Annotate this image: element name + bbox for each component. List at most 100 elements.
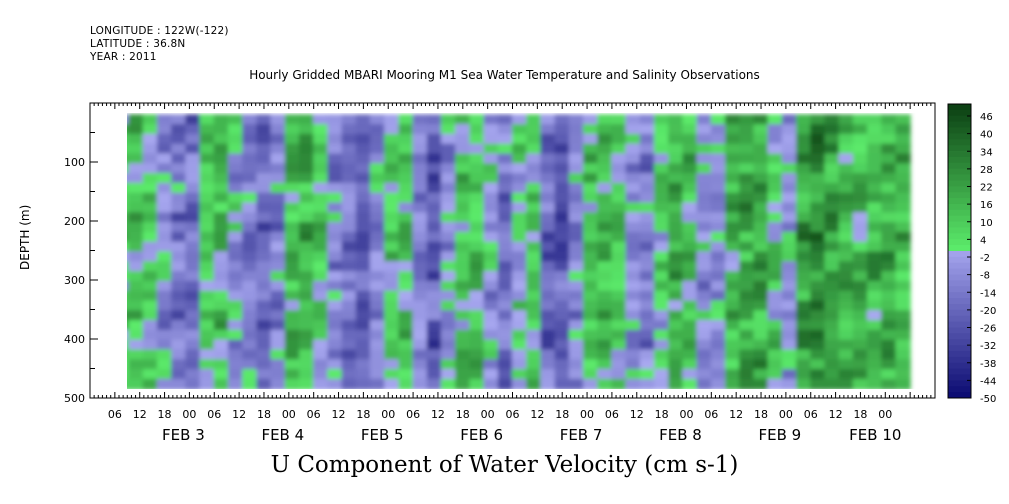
heatmap-cell bbox=[497, 153, 514, 165]
heatmap-cell bbox=[852, 290, 869, 302]
heatmap-cell bbox=[554, 143, 571, 155]
heatmap-cell bbox=[696, 222, 713, 234]
heatmap-cell bbox=[355, 251, 372, 263]
heatmap-cell bbox=[369, 359, 386, 371]
heatmap-cell bbox=[739, 261, 755, 273]
heatmap-cell bbox=[171, 320, 187, 332]
heatmap-cell bbox=[171, 339, 187, 351]
heatmap-cell bbox=[440, 310, 457, 322]
heatmap-cell bbox=[796, 261, 812, 273]
heatmap-cell bbox=[796, 359, 812, 371]
heatmap-cell bbox=[611, 241, 627, 253]
heatmap-cell bbox=[739, 173, 755, 185]
heatmap-cell bbox=[128, 173, 144, 185]
heatmap-cell bbox=[227, 241, 244, 253]
heatmap-cell bbox=[313, 261, 329, 273]
heatmap-cell bbox=[127, 231, 130, 243]
heatmap-cell bbox=[512, 241, 528, 253]
heatmap-cell bbox=[227, 280, 244, 292]
heatmap-cell bbox=[199, 300, 215, 312]
heatmap-cell bbox=[611, 378, 627, 389]
chart-subtitle: U Component of Water Velocity (cm s-1) bbox=[270, 452, 739, 478]
heatmap-cell bbox=[597, 124, 613, 136]
heatmap-cell bbox=[412, 300, 428, 312]
heatmap-cell bbox=[753, 163, 769, 175]
heatmap-cell bbox=[625, 271, 642, 283]
heatmap-cell bbox=[298, 339, 315, 351]
heatmap-cell bbox=[128, 231, 144, 243]
heatmap-cell bbox=[171, 202, 187, 214]
heatmap-cell bbox=[156, 349, 173, 361]
heatmap-cell bbox=[469, 192, 485, 204]
heatmap-cell bbox=[895, 300, 911, 312]
heatmap-cell bbox=[355, 320, 372, 332]
heatmap-cell bbox=[227, 359, 244, 371]
heatmap-cell bbox=[199, 271, 215, 283]
heatmap-cell bbox=[881, 271, 897, 283]
heatmap-cell bbox=[270, 143, 286, 155]
heatmap-cell bbox=[355, 349, 372, 361]
heatmap-cell bbox=[781, 369, 798, 381]
heatmap-cell bbox=[213, 320, 230, 332]
heatmap-cell bbox=[440, 359, 457, 371]
heatmap-cell bbox=[341, 231, 357, 243]
heatmap-cell bbox=[142, 192, 159, 204]
heatmap-cell bbox=[611, 114, 627, 126]
heatmap-cell bbox=[256, 182, 272, 194]
heatmap-cell bbox=[767, 222, 784, 234]
heatmap-cell bbox=[171, 280, 187, 292]
heatmap-cell bbox=[185, 143, 201, 155]
heatmap-cell bbox=[739, 320, 755, 332]
heatmap-cell bbox=[611, 124, 627, 136]
heatmap-cell bbox=[384, 241, 400, 253]
heatmap-cell bbox=[781, 231, 798, 243]
heatmap-cell bbox=[696, 192, 713, 204]
heatmap-cell bbox=[412, 133, 428, 145]
heatmap-cell bbox=[284, 280, 301, 292]
heatmap-cell bbox=[355, 329, 372, 341]
heatmap-cell bbox=[127, 114, 130, 126]
heatmap-cell bbox=[270, 231, 286, 243]
heatmap-cell bbox=[895, 212, 911, 224]
heatmap-cell bbox=[540, 261, 556, 273]
colorbar-swatch bbox=[948, 298, 971, 305]
heatmap-cell bbox=[526, 300, 542, 312]
heatmap-cell bbox=[696, 329, 713, 341]
heatmap-cell bbox=[895, 182, 911, 194]
heatmap-cell bbox=[710, 271, 727, 283]
heatmap-cell bbox=[625, 359, 642, 371]
heatmap-cell bbox=[512, 202, 528, 214]
colorbar-label: -8 bbox=[980, 271, 990, 282]
heatmap-cell bbox=[298, 369, 315, 381]
heatmap-cell bbox=[668, 241, 684, 253]
heatmap-cell bbox=[597, 182, 613, 194]
heatmap-cell bbox=[156, 369, 173, 381]
heatmap-cell bbox=[313, 378, 329, 389]
heatmap-cell bbox=[895, 202, 911, 214]
heatmap-cell bbox=[554, 329, 571, 341]
heatmap-cell bbox=[654, 251, 670, 263]
heatmap-cell bbox=[554, 349, 571, 361]
heatmap-cell bbox=[639, 241, 656, 253]
heatmap-cell bbox=[852, 182, 869, 194]
heatmap-cell bbox=[824, 310, 840, 322]
heatmap-cell bbox=[852, 261, 869, 273]
heatmap-cell bbox=[796, 143, 812, 155]
heatmap-cell bbox=[284, 329, 301, 341]
heatmap-cell bbox=[398, 290, 414, 302]
heatmap-cell bbox=[682, 163, 698, 175]
heatmap-cell bbox=[440, 133, 457, 145]
heatmap-cell bbox=[440, 320, 457, 332]
heatmap-cell bbox=[597, 153, 613, 165]
heatmap-cell bbox=[455, 310, 471, 322]
heatmap-cell bbox=[696, 320, 713, 332]
heatmap-cell bbox=[568, 143, 585, 155]
heatmap-cell bbox=[327, 300, 343, 312]
heatmap-cell bbox=[554, 339, 571, 351]
heatmap-cell bbox=[298, 222, 315, 234]
heatmap-cell bbox=[369, 124, 386, 136]
x-hour-label: 06 bbox=[406, 408, 420, 421]
heatmap-cell bbox=[199, 212, 215, 224]
heatmap-cell bbox=[540, 202, 556, 214]
heatmap-cell bbox=[497, 231, 514, 243]
